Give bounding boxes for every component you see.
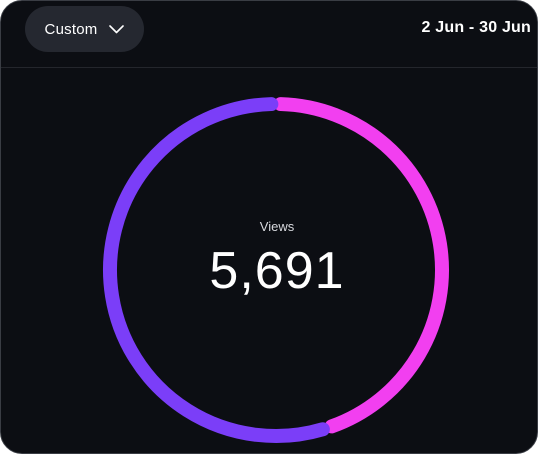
metric-value: 5,691 <box>209 242 345 300</box>
card-header: Custom 2 Jun - 30 Jun <box>1 1 537 68</box>
date-range-text: 2 Jun - 30 Jun <box>421 19 531 36</box>
metric-label: Views <box>259 219 295 234</box>
ring-segment-2 <box>103 97 330 443</box>
date-range-dropdown-label: Custom <box>44 20 98 38</box>
ring-segment-1 <box>273 97 449 434</box>
chevron-down-icon <box>109 24 125 33</box>
date-range-dropdown[interactable]: Custom <box>25 6 144 52</box>
